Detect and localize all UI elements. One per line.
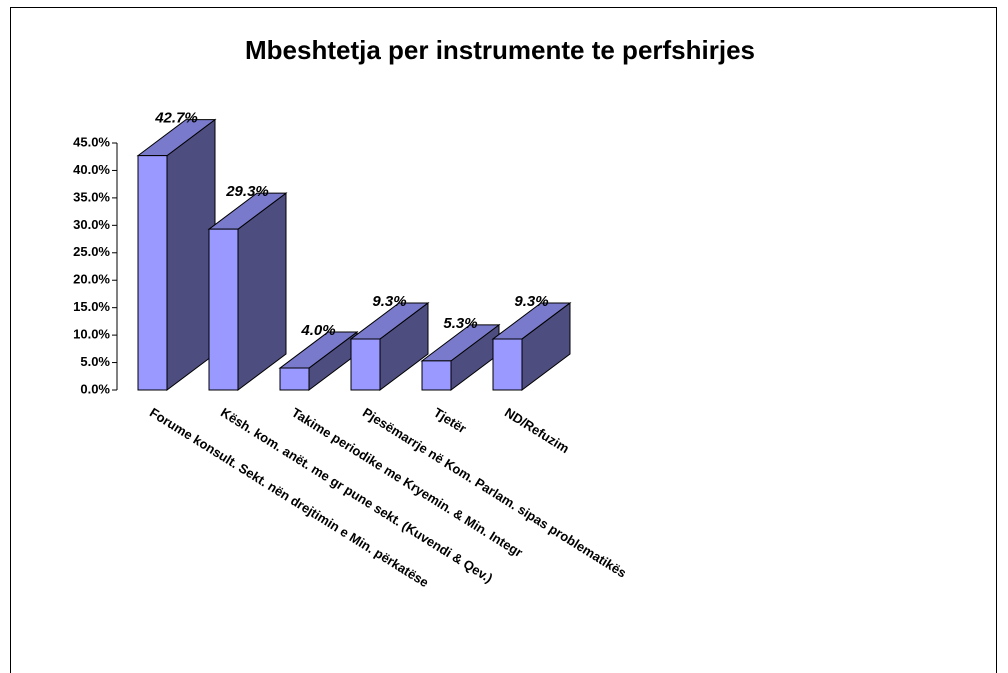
y-tick-label: 20.0% — [73, 272, 110, 287]
y-tick-label: 40.0% — [73, 162, 110, 177]
bar — [349, 301, 430, 391]
bar-front — [492, 338, 523, 391]
bar — [136, 118, 217, 391]
bar — [491, 301, 572, 391]
bar-front — [279, 367, 310, 391]
bar-side — [166, 118, 216, 391]
y-tick-label: 5.0% — [80, 354, 110, 369]
y-tick-label: 0.0% — [80, 381, 110, 396]
y-tick-label: 45.0% — [73, 134, 110, 149]
bar — [278, 331, 359, 391]
value-label: 42.7% — [154, 110, 198, 127]
chart-title: Mbeshtetja per instrumente te perfshirje… — [245, 35, 755, 65]
bar — [420, 323, 501, 391]
value-label: 5.3% — [443, 315, 477, 332]
y-tick-label: 10.0% — [73, 327, 110, 342]
bar — [207, 192, 288, 391]
y-tick-label: 15.0% — [73, 299, 110, 314]
y-tick-label: 35.0% — [73, 189, 110, 204]
value-label: 9.3% — [514, 293, 548, 310]
value-label: 9.3% — [372, 293, 406, 310]
bar-front — [350, 338, 381, 391]
bar-front — [137, 155, 168, 391]
bar-front — [421, 360, 452, 391]
value-label: 29.3% — [225, 183, 269, 200]
value-label: 4.0% — [300, 322, 335, 339]
bar-front — [208, 228, 239, 391]
y-tick-label: 25.0% — [73, 244, 110, 259]
y-tick-label: 30.0% — [73, 217, 110, 232]
